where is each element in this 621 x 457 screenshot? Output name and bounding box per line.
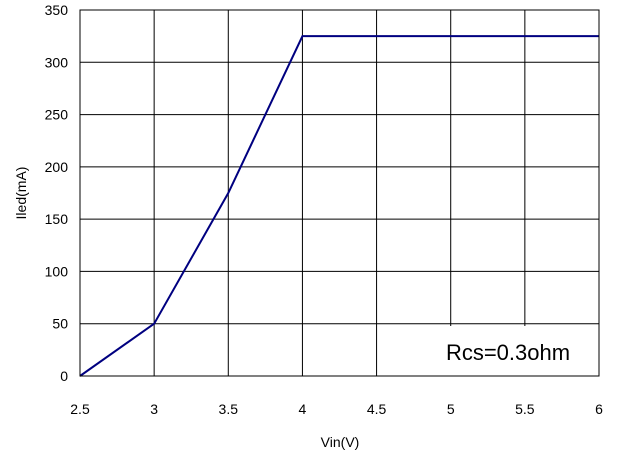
y-tick-label: 0 [60,368,68,384]
y-tick-label: 250 [45,107,69,123]
plot-border [79,9,600,377]
y-tick-label: 300 [45,54,69,70]
x-tick-label: 3 [150,401,158,417]
grid [79,9,600,377]
annotation-text: Rcs=0.3ohm [446,340,570,365]
y-tick-label: 200 [45,159,69,175]
annotation-box [405,326,599,376]
x-tick-label: 5.5 [515,401,535,417]
x-tick-label: 5 [447,401,455,417]
x-tick-label: 4.5 [367,401,387,417]
x-tick-label: 3.5 [219,401,239,417]
x-axis-label: Vin(V) [321,434,360,450]
plot-area [80,10,599,376]
y-tick-label: 100 [45,263,69,279]
series-layer [79,35,599,377]
x-tick-label: 6 [595,401,603,417]
y-tick-label: 50 [52,316,68,332]
x-tick-label: 4 [299,401,307,417]
y-axis-label: Iled(mA) [13,167,29,220]
series-line [79,35,599,377]
y-tick-label: 150 [45,211,69,227]
y-tick-label: 350 [45,2,69,18]
x-tick-label: 2.5 [70,401,90,417]
y-tick-labels: 0 50 100 150 200 250 300 350 [45,2,69,384]
x-tick-labels: 2.5 3 3.5 4 4.5 5 5.5 6 [70,401,603,417]
